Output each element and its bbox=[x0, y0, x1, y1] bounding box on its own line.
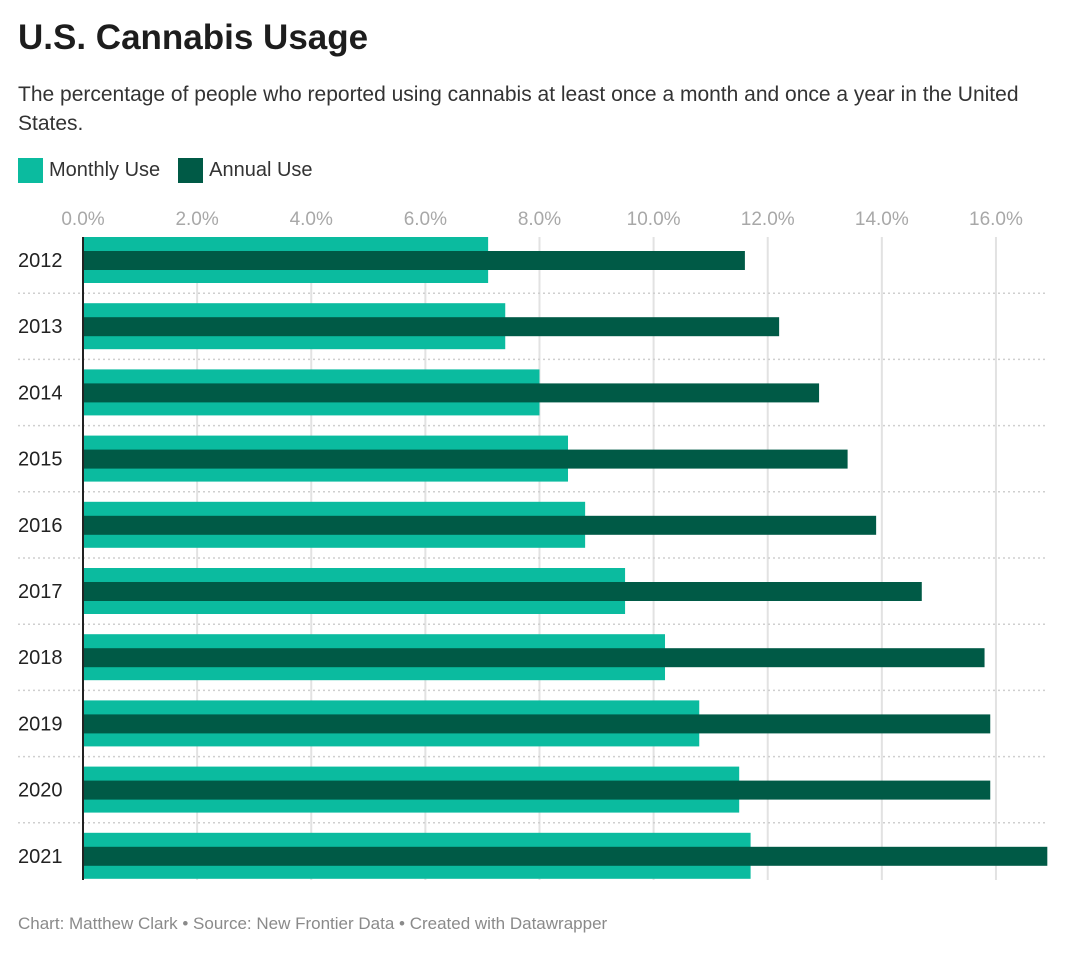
bar-annual-2013 bbox=[83, 317, 780, 337]
x-tick-label: 14.0% bbox=[855, 209, 909, 230]
y-category-label: 2014 bbox=[18, 382, 63, 404]
bar-annual-2012 bbox=[83, 251, 745, 270]
x-tick-label: 12.0% bbox=[741, 209, 795, 230]
y-category-label: 2015 bbox=[18, 449, 63, 471]
bar-annual-2018 bbox=[83, 648, 985, 668]
legend-swatch-monthly bbox=[18, 158, 43, 183]
legend-label-annual: Annual Use bbox=[209, 159, 313, 181]
chart-title: U.S. Cannabis Usage bbox=[18, 18, 369, 57]
bar-annual-2020 bbox=[83, 780, 991, 800]
footer-credit: Chart: Matthew Clark • Source: New Front… bbox=[18, 914, 608, 933]
bar-annual-2017 bbox=[83, 582, 922, 601]
legend-item-monthly: Monthly Use bbox=[18, 158, 160, 183]
y-category-label: 2020 bbox=[18, 780, 63, 802]
bar-annual-2014 bbox=[83, 383, 820, 403]
y-category-label: 2019 bbox=[18, 713, 63, 735]
y-category-label: 2017 bbox=[18, 581, 63, 603]
x-tick-label: 2.0% bbox=[175, 209, 218, 230]
bar-annual-2016 bbox=[83, 515, 877, 535]
x-tick-label: 0.0% bbox=[61, 209, 104, 230]
bar-annual-2015 bbox=[83, 449, 848, 469]
legend-label-monthly: Monthly Use bbox=[49, 159, 161, 181]
x-tick-label: 4.0% bbox=[290, 209, 333, 230]
y-category-label: 2012 bbox=[18, 250, 63, 272]
bar-annual-2019 bbox=[83, 714, 991, 734]
y-category-label: 2018 bbox=[18, 647, 63, 669]
chart-subtitle: The percentage of people who reported us… bbox=[18, 83, 1019, 135]
x-tick-label: 10.0% bbox=[627, 209, 681, 230]
legend-item-annual: Annual Use bbox=[178, 158, 313, 183]
bar-annual-2021 bbox=[83, 846, 1048, 866]
x-tick-label: 6.0% bbox=[404, 209, 447, 230]
legend: Monthly Use Annual Use bbox=[18, 158, 331, 183]
y-category-label: 2021 bbox=[18, 846, 63, 868]
x-tick-label: 16.0% bbox=[969, 209, 1023, 230]
y-category-label: 2016 bbox=[18, 515, 63, 537]
x-tick-label: 8.0% bbox=[518, 209, 561, 230]
y-category-label: 2013 bbox=[18, 316, 63, 338]
legend-swatch-annual bbox=[178, 158, 204, 183]
